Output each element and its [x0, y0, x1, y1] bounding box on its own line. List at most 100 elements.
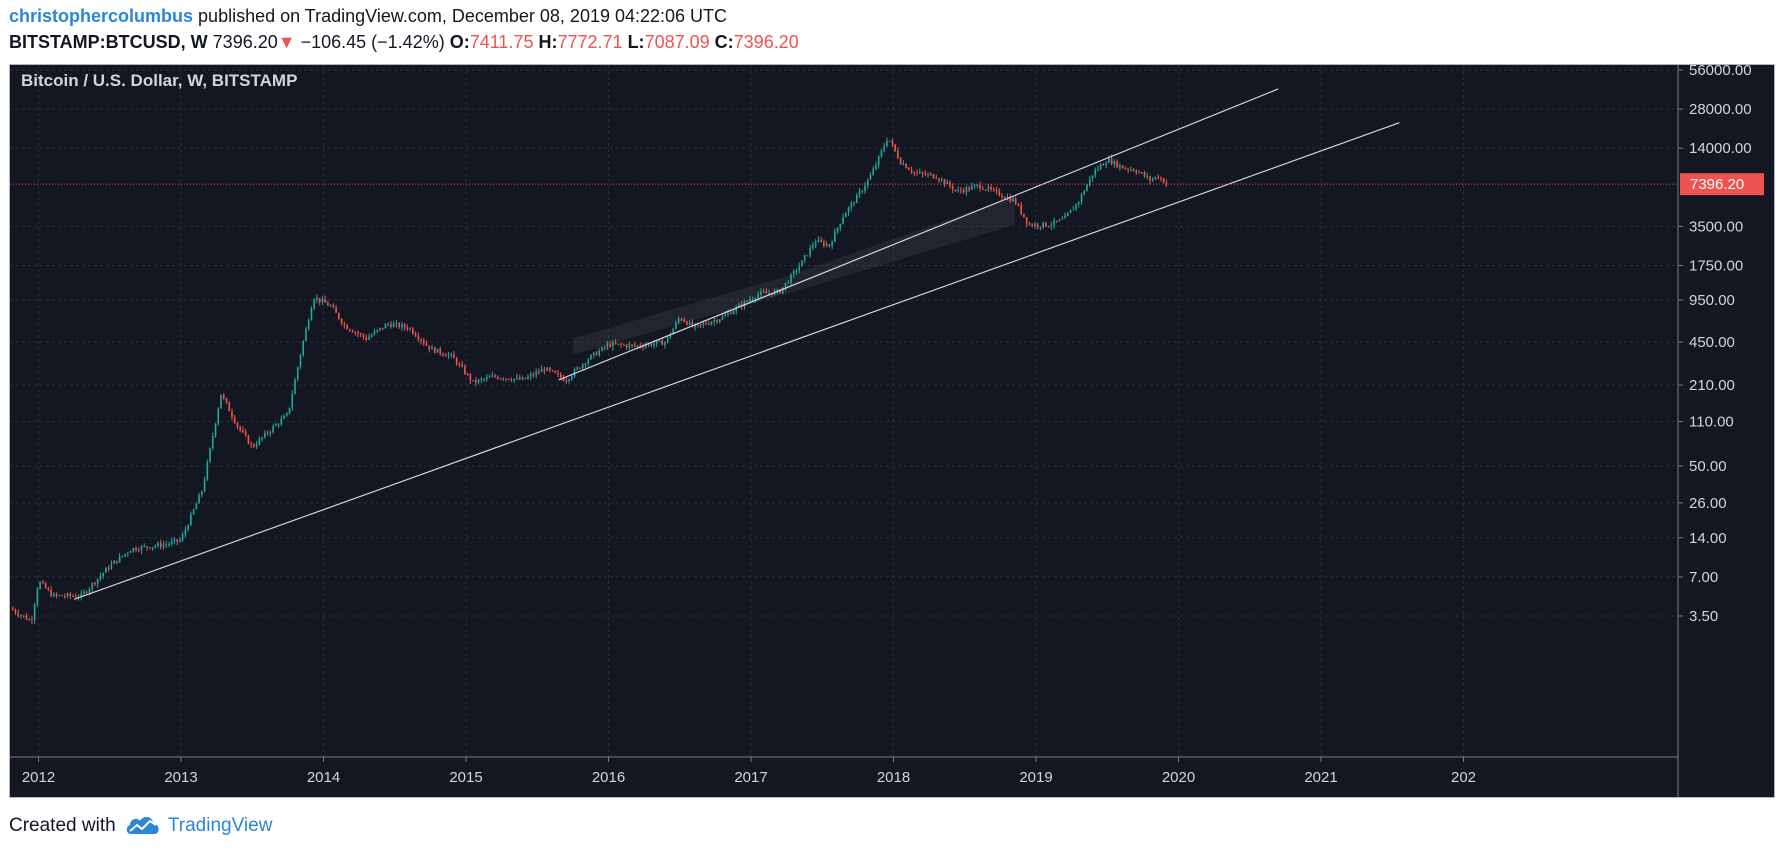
candle-body: [976, 184, 979, 186]
candle-body: [137, 550, 140, 552]
candle-body: [650, 343, 653, 346]
candle-body: [387, 324, 389, 326]
candle-body: [302, 340, 305, 355]
candle-body: [765, 292, 768, 294]
candle-body: [425, 343, 428, 346]
candle-body: [340, 318, 343, 324]
candle-body: [850, 203, 853, 208]
candle-body: [288, 407, 291, 414]
candle-body: [713, 320, 716, 322]
candle-body: [760, 291, 762, 295]
candle-body: [1094, 170, 1097, 176]
tradingview-cloud-icon[interactable]: [125, 814, 161, 836]
candle-body: [1102, 164, 1105, 166]
x-tick-label: 2018: [877, 769, 910, 786]
x-tick-label: 2014: [307, 769, 340, 786]
candle-body: [299, 354, 302, 368]
candle-body: [99, 575, 102, 579]
candle-body: [557, 372, 559, 375]
price-chart[interactable]: 56000.00 28000.00 14000.00 3500.00 1750.00 95…: [10, 65, 1774, 797]
candle-body: [784, 282, 787, 288]
candle-body: [277, 424, 280, 426]
candle-body: [675, 322, 677, 329]
candle-body: [376, 329, 379, 332]
candle-body: [491, 375, 494, 377]
candle-body: [362, 334, 365, 337]
candle-body: [590, 354, 592, 360]
candle-body: [159, 543, 162, 547]
candle-body: [1099, 164, 1102, 170]
candle-body: [647, 343, 650, 346]
candle-body: [102, 572, 104, 576]
candle-body: [910, 169, 913, 173]
candle-body: [1138, 172, 1140, 174]
candle-body: [801, 260, 803, 267]
candle-body: [924, 173, 927, 175]
candle-body: [85, 591, 88, 593]
candle-body: [143, 546, 146, 548]
candle-body: [1014, 198, 1017, 204]
candle-body: [1077, 202, 1080, 204]
candle-body: [1105, 162, 1107, 165]
candle-body: [321, 299, 324, 303]
candle-body: [1042, 222, 1044, 227]
candle-body: [606, 344, 609, 348]
candle-body: [779, 289, 781, 294]
candle-body: [181, 534, 184, 540]
candle-body: [1088, 178, 1091, 185]
trendline: [558, 88, 1279, 381]
y-tick-label: 50.00: [1689, 458, 1727, 475]
candle-body: [803, 255, 806, 261]
author-link[interactable]: christophercolumbus: [9, 6, 194, 26]
candle-body: [1023, 213, 1025, 218]
chart-frame[interactable]: 56000.00 28000.00 14000.00 3500.00 1750.00 95…: [9, 64, 1775, 798]
candle-body: [192, 509, 195, 515]
candle-body: [644, 345, 647, 348]
candle-body: [521, 377, 524, 380]
candle-body: [943, 179, 946, 185]
candle-body: [754, 298, 757, 300]
footer-brand-link[interactable]: TradingView: [167, 815, 273, 836]
y-tick-label: 450.00: [1689, 334, 1735, 351]
candle-body: [524, 377, 527, 379]
candle-body: [982, 188, 984, 190]
candle-body: [529, 374, 532, 377]
candle-body: [1119, 165, 1121, 168]
candle-body: [899, 158, 902, 165]
candle-body: [132, 547, 135, 552]
candle-body: [962, 190, 965, 193]
candle-body: [316, 297, 318, 300]
candle-body: [998, 190, 1001, 196]
candle-body: [499, 378, 502, 380]
candle-body: [809, 247, 812, 256]
candle-body: [214, 423, 217, 437]
candle-body: [568, 379, 570, 382]
candle-body: [817, 239, 820, 243]
candle-body: [853, 203, 855, 205]
candle-body: [855, 194, 858, 204]
candle-body: [620, 343, 622, 345]
candle-body: [121, 555, 124, 557]
candle-body: [798, 266, 801, 271]
candle-body: [1050, 225, 1053, 227]
candle-body: [466, 374, 469, 376]
candle-body: [436, 348, 439, 353]
candle-body: [91, 583, 94, 589]
y-tick-label: 14.00: [1689, 530, 1727, 547]
candle-body: [28, 619, 31, 621]
candle-body: [960, 189, 962, 191]
candle-body: [973, 185, 976, 187]
candle-body: [623, 344, 625, 346]
candle-body: [1020, 205, 1023, 214]
candle-body: [113, 560, 115, 564]
candle-body: [694, 324, 696, 327]
y-tick-label: 110.00: [1689, 414, 1734, 431]
candle-body: [250, 443, 252, 445]
candle-body: [442, 353, 444, 356]
candle-body: [44, 583, 47, 589]
candle-body: [1056, 220, 1058, 222]
candle-body: [757, 294, 759, 299]
candle-body: [872, 169, 875, 175]
candle-body: [486, 377, 488, 380]
candle-body: [1129, 169, 1132, 171]
